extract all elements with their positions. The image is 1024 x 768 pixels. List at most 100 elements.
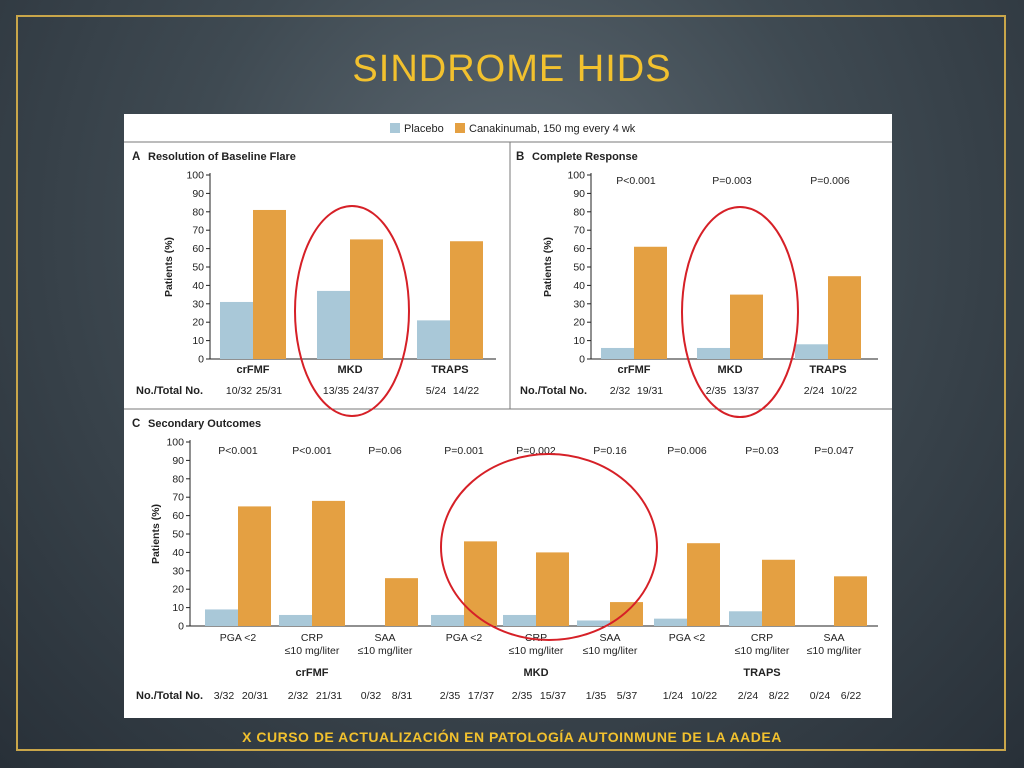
panel-a-category-label: TRAPS — [431, 364, 468, 376]
panel-c-y-tick-label: 30 — [172, 565, 184, 577]
slide-title: SINDROME HIDS — [352, 48, 672, 90]
panel-c-panel-letter: C — [132, 418, 140, 430]
panel-c-count-placebo: 0/32 — [361, 690, 382, 702]
panel-b-count-placebo: 2/24 — [804, 385, 825, 397]
panel-c-category-label: SAA — [599, 632, 620, 644]
panel-c-y-axis-label: Patients (%) — [150, 504, 162, 564]
panel-b-y-tick-label: 60 — [573, 243, 585, 255]
panel-c-y-tick-label: 60 — [172, 510, 184, 522]
panel-c-pvalue: P=0.03 — [745, 445, 779, 457]
chart-panel: Placebo Canakinumab, 150 mg every 4 wk 0 10… — [124, 114, 892, 718]
panel-b-counts-label: No./Total No. — [520, 385, 587, 397]
panel-a-count-placebo: 13/35 — [323, 385, 349, 397]
panel-c-pvalue: P=0.006 — [667, 445, 707, 457]
panel-c-group-label: crFMF — [296, 667, 329, 679]
legend-label-placebo: Placebo — [404, 123, 444, 135]
panel-c-count-placebo: 1/24 — [663, 690, 684, 702]
panel-a-y-tick-label: 20 — [192, 317, 204, 329]
panel-b-y-axis-label: Patients (%) — [542, 237, 554, 297]
panel-c-bar-canakinumab — [238, 506, 271, 626]
panel-c-y-tick-label: 50 — [172, 529, 184, 541]
panel-c-category-label: CRP — [751, 632, 773, 644]
panel-b-count-canakinumab: 19/31 — [637, 385, 663, 397]
panel-c-count-placebo: 1/35 — [586, 690, 607, 702]
panel-a-y-tick-label: 70 — [192, 225, 204, 237]
panel-b-panel-title: Complete Response — [532, 151, 638, 163]
legend-swatch-placebo — [390, 123, 400, 133]
panel-c-group-label: TRAPS — [743, 667, 780, 679]
panel-c-y-tick-label: 20 — [172, 584, 184, 596]
panel-b-bar-placebo — [601, 347, 634, 359]
panel-c-pvalue: P=0.16 — [593, 445, 627, 457]
panel-c-category-label: CRP — [301, 632, 323, 644]
panel-a-y-tick-label: 50 — [192, 262, 204, 274]
panel-c-category-sublabel: ≤10 mg/liter — [583, 645, 638, 657]
panel-c-y-tick-label: 0 — [178, 621, 184, 633]
panel-c-count-canakinumab: 5/37 — [617, 690, 638, 702]
panel-c-group-label: MKD — [523, 667, 548, 679]
panel-b-count-canakinumab: 13/37 — [733, 385, 759, 397]
panel-c-bar-canakinumab — [610, 602, 643, 626]
legend-label-canakinumab: Canakinumab, 150 mg every 4 wk — [469, 123, 636, 135]
panel-a-count-canakinumab: 25/31 — [256, 385, 282, 397]
panel-a-category-label: MKD — [337, 364, 362, 376]
panel-c-bar-placebo — [577, 620, 610, 626]
panel-b-pvalue: P<0.001 — [616, 175, 656, 187]
panel-a-bar-canakinumab — [450, 241, 483, 359]
legend-swatch-canakinumab — [455, 123, 465, 133]
panel-b-y-tick-label: 100 — [567, 170, 585, 182]
panel-a-y-tick-label: 10 — [192, 335, 204, 347]
panel-a-count-placebo: 10/32 — [226, 385, 252, 397]
panel-b-bar-placebo — [697, 347, 730, 359]
panel-b-category-label: TRAPS — [809, 364, 846, 376]
panel-b-count-placebo: 2/35 — [706, 385, 727, 397]
panel-c-count-placebo: 2/32 — [288, 690, 309, 702]
slide-footer: X CURSO DE ACTUALIZACIÓN EN PATOLOGÍA AU… — [242, 729, 782, 745]
panel-b-bar-canakinumab — [634, 246, 667, 359]
panel-c-bar-canakinumab — [762, 559, 795, 626]
panel-a-bar-placebo — [220, 301, 253, 359]
panel-a-bar-placebo — [317, 290, 350, 359]
panel-c-y-tick-label: 100 — [166, 437, 184, 449]
panel-c-y-tick-label: 90 — [172, 455, 184, 467]
panel-c-count-canakinumab: 10/22 — [691, 690, 717, 702]
panel-c-pvalue: P<0.001 — [292, 445, 332, 457]
panel-b-category-label: MKD — [717, 364, 742, 376]
panel-c-y-tick-label: 80 — [172, 473, 184, 485]
panel-c-category-label: CRP — [525, 632, 547, 644]
panel-c-count-canakinumab: 8/31 — [392, 690, 413, 702]
panel-c-count-canakinumab: 21/31 — [316, 690, 342, 702]
panel-b-y-tick-label: 40 — [573, 280, 585, 292]
panel-c-bar-canakinumab — [687, 543, 720, 626]
panel-c-count-placebo: 2/35 — [512, 690, 533, 702]
panel-b-y-tick-label: 70 — [573, 225, 585, 237]
panel-a-y-tick-label: 80 — [192, 206, 204, 218]
panel-c-bar-placebo — [279, 614, 312, 626]
panel-b-y-tick-label: 20 — [573, 317, 585, 329]
panel-b-count-canakinumab: 10/22 — [831, 385, 857, 397]
panel-c-count-canakinumab: 8/22 — [769, 690, 790, 702]
panel-c-category-sublabel: ≤10 mg/liter — [807, 645, 862, 657]
panel-c-y-tick-label: 70 — [172, 492, 184, 504]
panel-c-count-canakinumab: 20/31 — [242, 690, 268, 702]
panel-a-bar-canakinumab — [253, 209, 286, 359]
panel-c-highlight-ellipse — [440, 453, 658, 641]
panel-c-category-label: SAA — [374, 632, 395, 644]
panel-b-panel-letter: B — [516, 151, 524, 163]
panel-b-y-tick-label: 80 — [573, 206, 585, 218]
panel-b-pvalue: P=0.003 — [712, 175, 752, 187]
panel-c-pvalue: P=0.06 — [368, 445, 402, 457]
panel-c-count-canakinumab: 6/22 — [841, 690, 862, 702]
panel-b-y-tick-label: 90 — [573, 188, 585, 200]
panel-a-category-label: crFMF — [237, 364, 270, 376]
panel-c-panel-title: Secondary Outcomes — [148, 418, 261, 430]
panel-a-count-canakinumab: 24/37 — [353, 385, 379, 397]
panel-a-highlight-ellipse — [294, 205, 410, 417]
panel-c-category-sublabel: ≤10 mg/liter — [509, 645, 564, 657]
panel-a-bar-placebo — [417, 320, 450, 359]
panel-c-counts-label: No./Total No. — [136, 690, 203, 702]
panel-c-bar-placebo — [205, 609, 238, 626]
panel-a-y-axis-label: Patients (%) — [163, 237, 175, 297]
panel-c-bar-canakinumab — [536, 552, 569, 626]
panel-c-bar-canakinumab — [464, 541, 497, 626]
